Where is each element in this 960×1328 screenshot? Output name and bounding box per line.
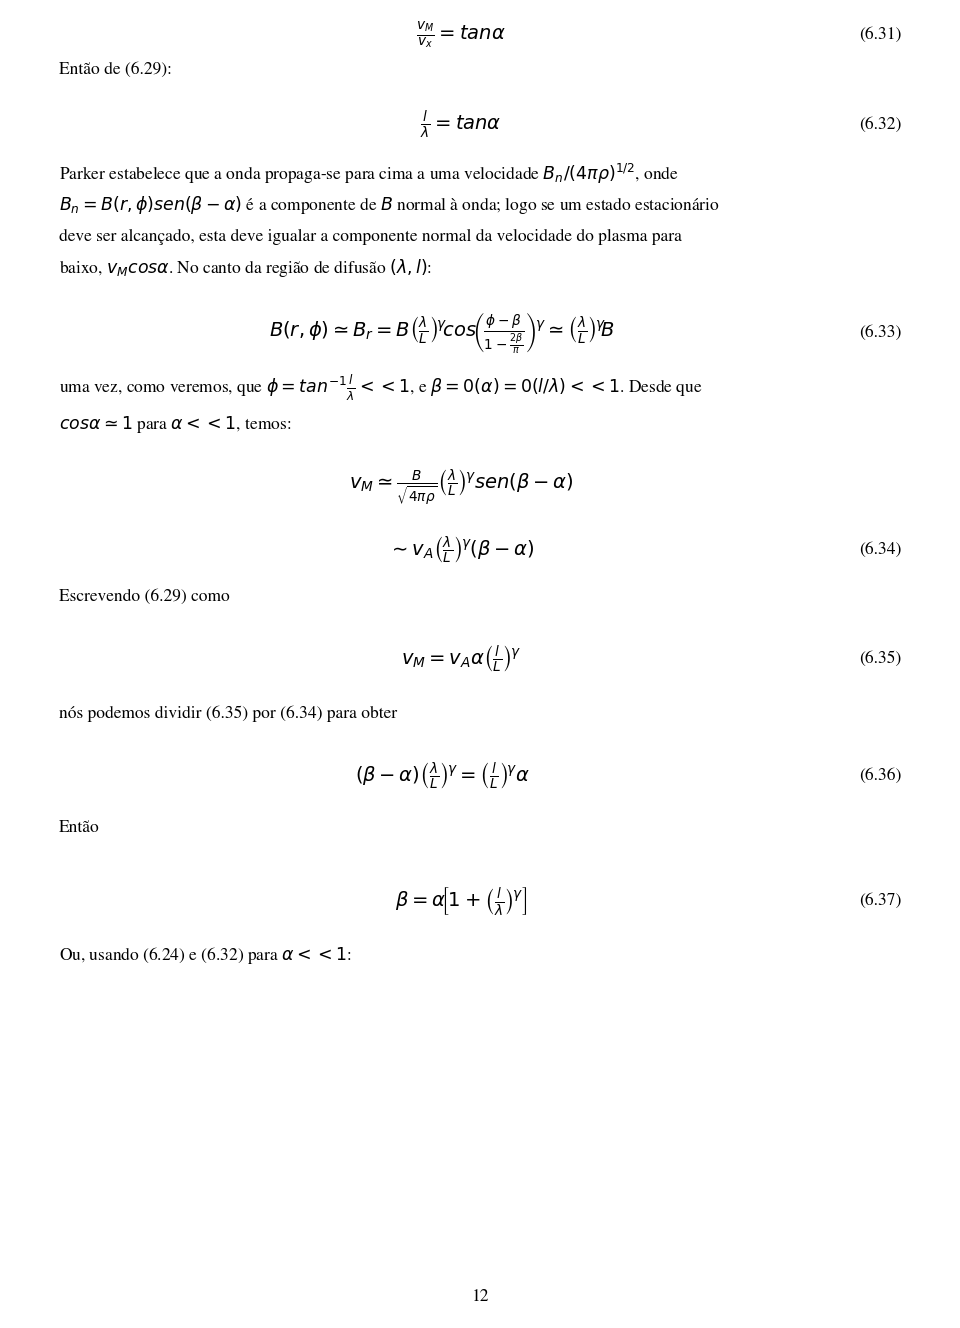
Text: baixo, $v_M cos\alpha$. No canto da região de difusão $(\lambda, l)$:: baixo, $v_M cos\alpha$. No canto da regi… [59, 258, 432, 279]
Text: $B_n = B(r,\phi)sen(\beta-\alpha)$ é a componente de $B$ normal à onda; logo se : $B_n = B(r,\phi)sen(\beta-\alpha)$ é a c… [59, 194, 720, 216]
Text: (6.34): (6.34) [858, 542, 901, 558]
Text: Ou, usando (6.24) e (6.32) para $\alpha << 1$:: Ou, usando (6.24) e (6.32) para $\alpha … [59, 946, 351, 967]
Text: Parker estabelece que a onda propaga-se para cima a uma velocidade $B_n/(4\pi\rh: Parker estabelece que a onda propaga-se … [59, 162, 679, 186]
Text: (6.33): (6.33) [858, 325, 901, 341]
Text: nós podemos dividir (6.35) por (6.34) para obter: nós podemos dividir (6.35) por (6.34) pa… [59, 705, 397, 722]
Text: (6.36): (6.36) [858, 768, 901, 784]
Text: uma vez, como veremos, que $\phi = tan^{-1}\frac{l}{\lambda} << 1$, e $\beta = 0: uma vez, como veremos, que $\phi = tan^{… [59, 373, 703, 402]
Text: $\frac{v_M}{v_x} = tan\alpha$: $\frac{v_M}{v_x} = tan\alpha$ [417, 19, 506, 50]
Text: $v_M = v_A\alpha\left(\frac{l}{L}\right)^{\!\gamma}$: $v_M = v_A\alpha\left(\frac{l}{L}\right)… [401, 643, 521, 675]
Text: deve ser alcançado, esta deve igualar a componente normal da velocidade do plasm: deve ser alcançado, esta deve igualar a … [59, 228, 682, 244]
Text: Então de (6.29):: Então de (6.29): [59, 62, 172, 78]
Text: $B(r,\phi) \simeq B_r = B\left(\frac{\lambda}{L}\right)^{\!\gamma}\!cos\!\left(\: $B(r,\phi) \simeq B_r = B\left(\frac{\la… [269, 311, 615, 356]
Text: 12: 12 [471, 1289, 489, 1305]
Text: $cos\alpha \simeq 1$ para $\alpha << 1$, temos:: $cos\alpha \simeq 1$ para $\alpha << 1$,… [59, 414, 291, 436]
Text: $\sim v_A\left(\frac{\lambda}{L}\right)^{\!\gamma}(\beta - \alpha)$: $\sim v_A\left(\frac{\lambda}{L}\right)^… [388, 534, 535, 566]
Text: $v_M \simeq \frac{B}{\sqrt{4\pi\rho}}\left(\frac{\lambda}{L}\right)^{\!\gamma}se: $v_M \simeq \frac{B}{\sqrt{4\pi\rho}}\le… [348, 467, 573, 509]
Text: Escrevendo (6.29) como: Escrevendo (6.29) como [59, 590, 229, 606]
Text: (6.32): (6.32) [858, 117, 901, 133]
Text: $\beta = \alpha\!\left[1 + \left(\frac{l}{\lambda}\right)^{\!\gamma}\right]$: $\beta = \alpha\!\left[1 + \left(\frac{l… [395, 884, 527, 916]
Text: $\frac{l}{\lambda} = tan\alpha$: $\frac{l}{\lambda} = tan\alpha$ [420, 109, 502, 141]
Text: $(\beta - \alpha)\left(\frac{\lambda}{L}\right)^{\!\gamma} = \left(\frac{l}{L}\r: $(\beta - \alpha)\left(\frac{\lambda}{L}… [354, 760, 530, 791]
Text: (6.35): (6.35) [859, 651, 901, 667]
Text: (6.37): (6.37) [858, 892, 901, 908]
Text: Então: Então [59, 821, 100, 837]
Text: (6.31): (6.31) [858, 27, 901, 42]
